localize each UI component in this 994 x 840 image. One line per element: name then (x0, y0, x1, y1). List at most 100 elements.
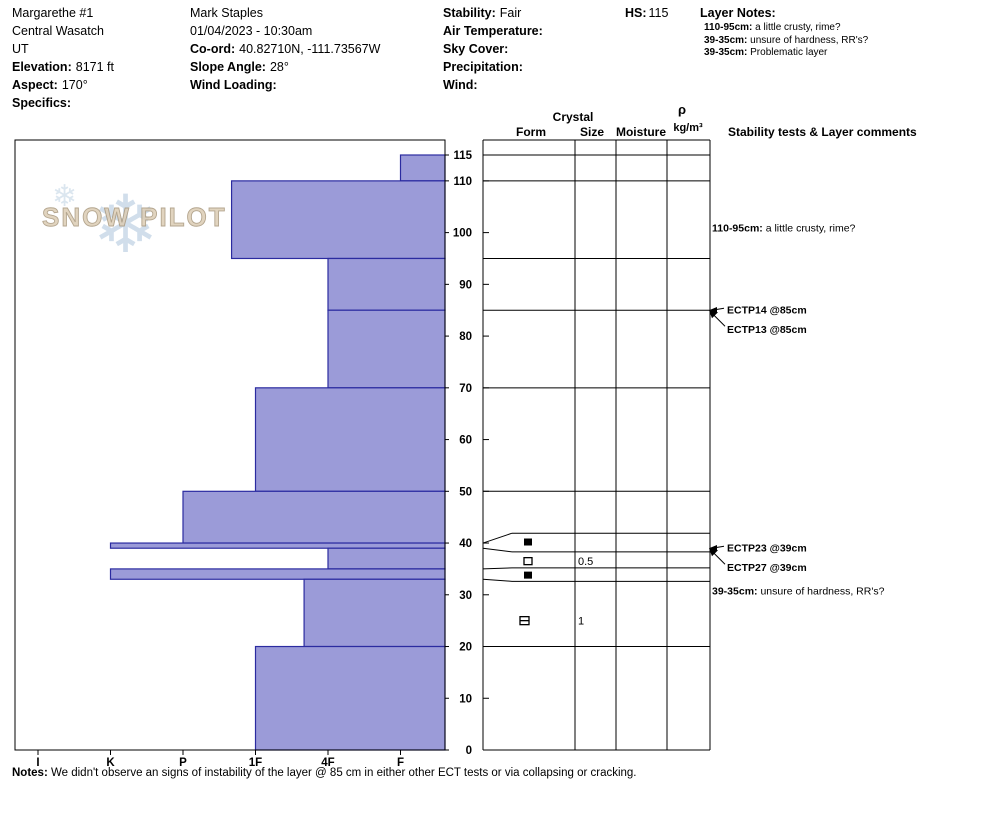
observation-datetime: 01/04/2023 - 10:30am (190, 24, 313, 38)
layer-note: 39-35cm: Problematic layer (700, 47, 868, 60)
aspect-value: 170° (61, 78, 88, 92)
arrow-left-icon (709, 545, 717, 551)
depth-tick-label: 30 (459, 590, 472, 602)
header-conditions-column: Stability: Fair Air Temperature: Sky Cove… (443, 4, 547, 94)
comments-column-header: Stability tests & Layer comments (728, 125, 917, 139)
elevation-label: Elevation: (12, 60, 72, 74)
sky-cover-label: Sky Cover: (443, 42, 509, 56)
air-temperature-label: Air Temperature: (443, 24, 543, 38)
arrow-left-icon (709, 548, 718, 557)
hs-value: 115 (648, 6, 669, 20)
layer-boundary-fan-line (482, 578, 513, 582)
layer-bar-40-39 (109, 542, 446, 549)
hardness-tick-label: 1F (249, 757, 262, 769)
depth-tick-label: 20 (459, 642, 472, 654)
header-observer-column: Mark Staples 01/04/2023 - 10:30am Co-ord… (190, 4, 380, 94)
depth-tick-label: 50 (459, 486, 472, 498)
layer-bar-110-95 (230, 180, 446, 260)
depth-tick-label: 110 (453, 176, 472, 188)
layer-boundary-fan-line (482, 567, 513, 570)
layer-notes-label: Layer Notes: (700, 6, 776, 20)
hardness-tick-label: K (106, 757, 115, 769)
moisture-column-header: Moisture (616, 125, 666, 139)
depth-tick-label: 40 (459, 538, 472, 550)
snowflake-icon: ❄ (92, 180, 159, 269)
hardness-tick-label: F (397, 757, 404, 769)
coord-value: 40.82710N, -111.73567W (239, 42, 381, 56)
pit-name: Margarethe #1 (12, 6, 94, 20)
header-layer-notes: Layer Notes: 110-95cm: a little crusty, … (700, 4, 868, 60)
layer-bar-95-85 (327, 257, 446, 311)
layer-bar-33-20 (303, 578, 446, 648)
crystal-header: Crystal (553, 110, 594, 124)
notes-label: Notes: (12, 767, 48, 779)
stability-test-label: ECTP23 @39cm (727, 543, 807, 555)
arrow-left-icon (709, 310, 718, 319)
layer-bar-39-35 (327, 547, 446, 570)
layer-note-range: 39-35cm: (704, 47, 748, 58)
depth-tick-label: 80 (459, 331, 472, 343)
stability-value: Fair (499, 6, 522, 20)
header-hs-column: HS: 115 (625, 4, 668, 22)
hardness-tick-label: 4F (321, 757, 334, 769)
layer-note: 110-95cm: a little crusty, rime? (700, 22, 868, 35)
depth-tick-label: 90 (459, 279, 472, 291)
range-name: Central Wasatch (12, 24, 104, 38)
stability-test-label: ECTP13 @85cm (727, 324, 807, 336)
elevation-value: 8171 ft (75, 60, 114, 74)
slope-angle-value: 28° (269, 60, 289, 74)
wind-label: Wind: (443, 78, 478, 92)
grain-form-icon (523, 557, 533, 566)
aspect-label: Aspect: (12, 78, 58, 92)
notes-text: We didn't observe an signs of instabilit… (50, 767, 637, 779)
layer-note-text: a little crusty, rime? (755, 22, 841, 33)
density-header-unit: kg/m³ (673, 122, 703, 134)
layer-note-text: Problematic layer (750, 47, 828, 58)
depth-tick-label: 0 (466, 745, 472, 757)
slope-angle-row: Slope Angle: 28° (190, 58, 380, 76)
precipitation-row: Precipitation: (443, 58, 547, 76)
specifics-row: Specifics: (12, 94, 114, 112)
depth-tick-label: 60 (459, 435, 472, 447)
layer-boundary-fan-line (482, 547, 513, 553)
sky-cover-row: Sky Cover: (443, 40, 547, 58)
stability-label: Stability: (443, 6, 496, 20)
coord-row: Co-ord: 40.82710N, -111.73567W (190, 40, 380, 58)
stability-row: Stability: Fair (443, 4, 547, 22)
wind-loading-label: Wind Loading: (190, 78, 277, 92)
layer-comment: 39-35cm: unsure of hardness, RR's? (712, 586, 885, 598)
grain-size-value: 0.5 (578, 556, 593, 568)
hardness-tick-label: I (36, 757, 39, 769)
header-location-column: Margarethe #1 Central Wasatch UT Elevati… (12, 4, 114, 112)
pit-notes: Notes: We didn't observe an signs of ins… (12, 767, 637, 779)
profile-frame (14, 139, 446, 751)
grain-form-icon (524, 571, 532, 579)
layer-note-range: 110-95cm: (704, 22, 753, 33)
hardness-tick-label: P (179, 757, 187, 769)
coord-label: Co-ord: (190, 42, 236, 56)
depth-tick-label: 100 (453, 228, 472, 240)
slope-angle-label: Slope Angle: (190, 60, 266, 74)
grain-form-icon (524, 538, 532, 546)
grain-size-value: 1 (578, 616, 584, 628)
layer-bar-35-33 (109, 568, 446, 580)
hs-row: HS: 115 (625, 4, 668, 22)
specifics-label: Specifics: (12, 96, 72, 110)
wind-row: Wind: (443, 76, 547, 94)
size-column-header: Size (580, 125, 604, 139)
depth-tick-label: 10 (459, 693, 472, 705)
stability-test-label: ECTP14 @85cm (727, 305, 807, 317)
stability-test-label: ECTP27 @39cm (727, 562, 807, 574)
snowflake-icon: ❄ (52, 180, 77, 213)
depth-tick-label: 115 (453, 150, 472, 162)
wind-loading-row: Wind Loading: (190, 76, 380, 94)
snowpilot-watermark: SNOW PILOT (42, 202, 227, 232)
layer-bar-115-110 (399, 154, 446, 182)
observer-name: Mark Staples (190, 6, 263, 20)
layer-bar-70-50 (254, 387, 446, 492)
air-temperature-row: Air Temperature: (443, 22, 547, 40)
aspect-row: Aspect: 170° (12, 76, 114, 94)
layer-boundary-fan-line (482, 532, 513, 544)
density-header-rho: ρ (678, 102, 686, 117)
